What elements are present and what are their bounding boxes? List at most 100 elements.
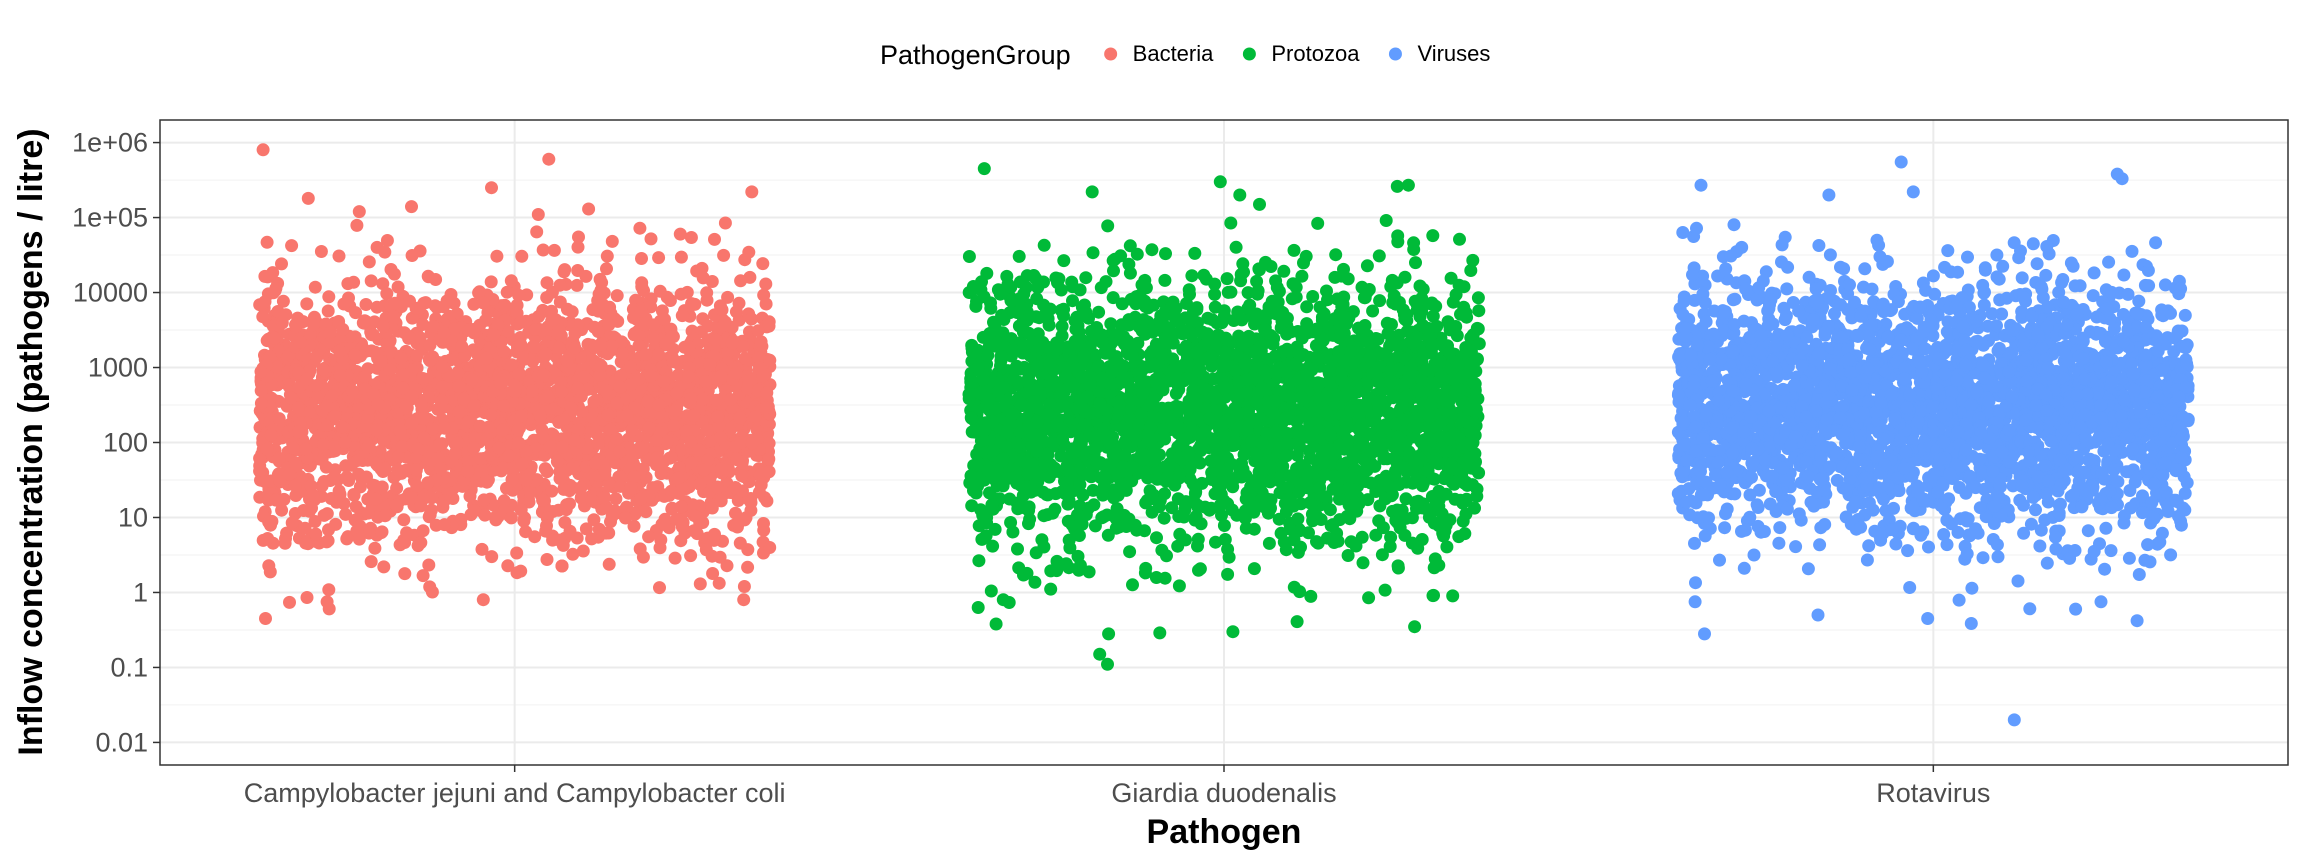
data-point — [361, 440, 375, 454]
data-point — [461, 465, 475, 478]
data-point — [519, 473, 533, 487]
data-point — [511, 423, 525, 437]
data-point — [498, 298, 512, 312]
data-point — [410, 479, 424, 493]
data-point — [484, 408, 498, 422]
data-point — [321, 534, 335, 548]
data-point — [697, 463, 711, 477]
data-point — [433, 437, 447, 451]
data-point — [668, 551, 682, 565]
data-point — [304, 479, 318, 493]
data-point — [714, 494, 728, 508]
data-point — [345, 384, 359, 398]
data-point — [487, 328, 501, 341]
data-point — [261, 532, 275, 545]
data-point — [579, 269, 593, 283]
data-point — [504, 274, 518, 288]
legend-label: Bacteria — [1133, 41, 1214, 66]
data-point — [262, 515, 276, 529]
data-point — [452, 405, 466, 419]
data-point — [528, 530, 542, 544]
data-point — [713, 550, 727, 564]
data-point — [553, 472, 567, 485]
data-point — [763, 541, 777, 554]
data-point — [735, 469, 749, 483]
data-point — [1086, 246, 1100, 260]
data-point — [409, 463, 423, 477]
data-point — [540, 519, 553, 533]
data-point — [476, 296, 490, 310]
data-point — [530, 225, 544, 239]
data-point — [1409, 256, 1422, 270]
data-point — [1379, 347, 1393, 361]
data-point — [594, 338, 608, 352]
data-point — [496, 423, 510, 437]
data-point — [744, 503, 758, 517]
data-point — [665, 501, 679, 515]
data-point — [301, 191, 315, 205]
data-point — [267, 331, 281, 345]
data-point — [337, 297, 351, 311]
data-point — [283, 595, 296, 609]
data-point — [1440, 540, 1454, 554]
data-point — [642, 530, 656, 544]
data-point — [552, 415, 566, 429]
data-point — [560, 354, 574, 368]
data-point — [515, 457, 529, 471]
data-point — [742, 245, 756, 259]
data-point — [555, 559, 569, 573]
data-point — [762, 465, 776, 479]
data-point — [314, 245, 328, 258]
data-point — [1432, 484, 1446, 498]
data-point — [400, 526, 414, 540]
data-point — [485, 550, 499, 564]
data-point — [693, 477, 707, 491]
data-point — [729, 305, 743, 319]
data-point — [600, 262, 613, 276]
data-point — [737, 580, 751, 593]
data-point — [652, 398, 666, 412]
data-point — [366, 328, 380, 342]
data-point — [348, 348, 362, 362]
data-point — [652, 251, 666, 265]
data-point — [1082, 501, 1095, 515]
data-point — [639, 348, 653, 361]
data-point — [275, 503, 289, 517]
data-point — [421, 476, 435, 490]
data-point — [682, 370, 696, 384]
data-point — [293, 335, 307, 349]
data-point — [473, 285, 486, 299]
data-point — [684, 231, 698, 244]
data-point — [398, 567, 412, 581]
data-point — [695, 392, 709, 406]
data-point — [362, 255, 376, 269]
data-point — [636, 462, 650, 476]
data-point — [712, 576, 726, 590]
data-point — [551, 454, 565, 468]
data-point — [763, 353, 777, 367]
data-point — [430, 301, 444, 315]
data-point — [706, 567, 720, 580]
data-point — [515, 249, 529, 263]
data-point — [619, 511, 632, 525]
data-point — [423, 580, 437, 594]
data-point — [1290, 615, 1304, 629]
data-point — [745, 185, 759, 199]
data-point — [490, 249, 504, 263]
data-point — [563, 524, 577, 538]
data-point — [475, 542, 489, 556]
data-point — [341, 277, 355, 291]
data-point — [709, 393, 723, 407]
data-point — [698, 375, 712, 388]
data-point — [675, 309, 689, 323]
data-point — [395, 466, 408, 480]
data-point — [411, 442, 425, 456]
data-point — [378, 509, 392, 523]
data-point — [1319, 405, 1333, 419]
data-point — [403, 331, 417, 345]
data-point — [512, 288, 526, 302]
data-point — [1427, 561, 1441, 575]
data-point — [663, 294, 677, 307]
data-point — [684, 549, 698, 563]
data-point — [962, 250, 976, 263]
